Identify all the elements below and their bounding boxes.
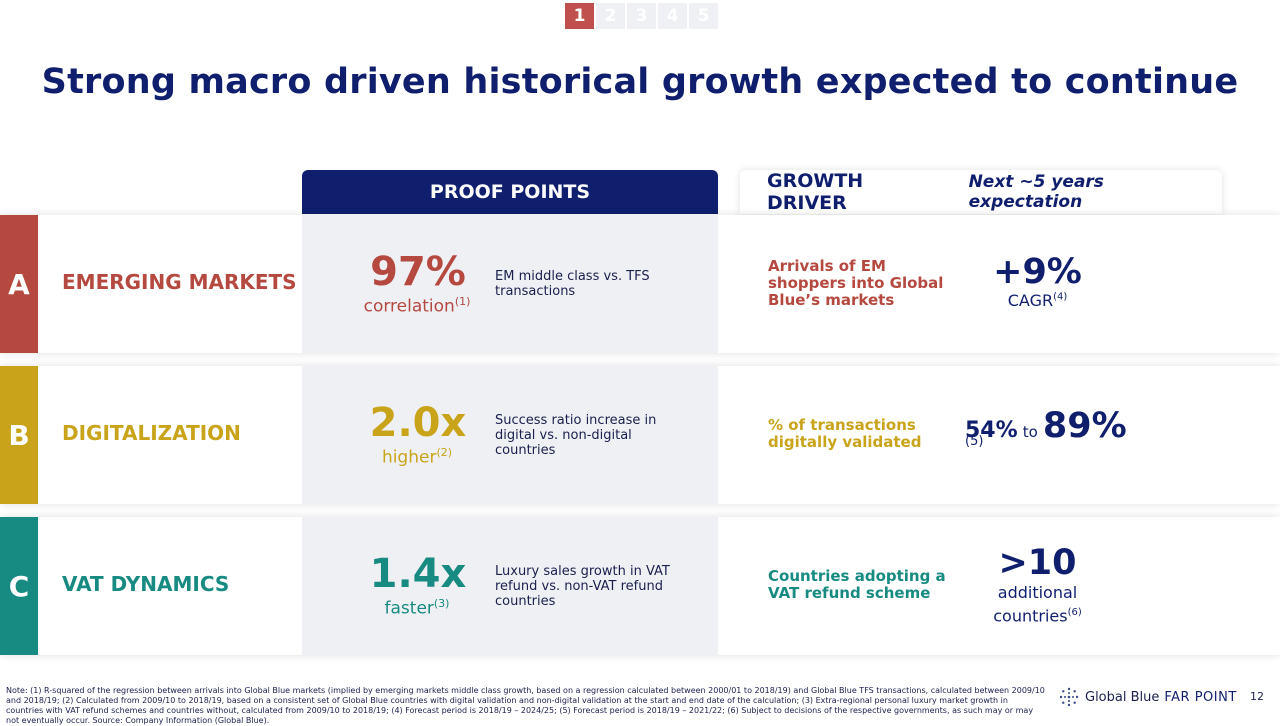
footnote-ref: (2) — [436, 446, 453, 459]
company-logo: Global Blue FAR POINT — [1058, 686, 1237, 708]
proof-description: Luxury sales growth in VAT refund vs. no… — [495, 564, 670, 609]
footnote-ref: (6) — [1067, 607, 1082, 618]
footnote-ref: (3) — [433, 597, 450, 610]
page-tab-1[interactable]: 1 — [565, 3, 594, 29]
footnote-ref: (4) — [1053, 291, 1068, 303]
growth-driver-text: % of transactions digitally validated — [768, 416, 922, 451]
proof-big-number: 2.0x — [369, 400, 467, 446]
proof-sub-label: faster(3) — [342, 597, 492, 619]
expectation-value: 54% to 89% (5) — [965, 406, 1140, 467]
row-letter-b: B — [0, 366, 38, 504]
row-digitalization: B DIGITALIZATION 2.0x higher(2) Success … — [0, 366, 1280, 504]
expectation-sub-text: CAGR — [1007, 291, 1054, 310]
expectation-sub: CAGR(4) — [950, 291, 1125, 310]
category-label: DIGITALIZATION — [62, 421, 241, 445]
page-number: 12 — [1250, 690, 1264, 703]
proof-sub-label: higher(2) — [342, 446, 492, 468]
slide-title: Strong macro driven historical growth ex… — [41, 62, 1239, 102]
expectation-value: +9% CAGR(4) — [950, 253, 1125, 310]
growth-driver-label: GROWTH DRIVER — [767, 170, 864, 214]
next-expectation-label: Next ~5 years expectation — [968, 172, 1104, 212]
footnote-ref: (1) — [454, 295, 471, 308]
proof-sub-text: higher — [381, 447, 437, 468]
proof-box: 1.4x faster(3) Luxury sales growth in VA… — [302, 517, 718, 655]
footnote-text: Note: (1) R-squared of the regression be… — [6, 686, 1045, 725]
page-tab-5[interactable]: 5 — [689, 3, 718, 29]
expectation-big: +9% — [993, 252, 1082, 292]
category-label: VAT DYNAMICS — [62, 572, 230, 596]
proof-box: 97% correlation(1) EM middle class vs. T… — [302, 215, 718, 353]
growth-driver-text: Arrivals of EM shoppers into Global Blue… — [768, 257, 944, 309]
page-tab-2[interactable]: 2 — [596, 3, 625, 29]
proof-description: EM middle class vs. TFS transactions — [495, 269, 650, 299]
page-tab-4[interactable]: 4 — [658, 3, 687, 29]
logo-brand-text: Global Blue — [1085, 689, 1160, 705]
expectation-sub-1: additional — [997, 583, 1078, 602]
globe-logo-icon — [1059, 687, 1079, 707]
row-vat-dynamics: C VAT DYNAMICS 1.4x faster(3) Luxury sal… — [0, 517, 1280, 655]
page-navigator: 1 2 3 4 5 — [565, 3, 718, 29]
growth-driver-header: GROWTH DRIVER Next ~5 years expectation — [740, 170, 1222, 214]
proof-description: Success ratio increase in digital vs. no… — [495, 413, 657, 458]
row-letter-a: A — [0, 215, 38, 353]
proof-points-header: PROOF POINTS — [302, 170, 718, 214]
category-label: EMERGING MARKETS — [62, 270, 297, 294]
page-tab-3[interactable]: 3 — [627, 3, 656, 29]
growth-driver-text: Countries adopting a VAT refund scheme — [768, 567, 946, 602]
expectation-big: >10 — [998, 543, 1077, 583]
proof-big-number: 1.4x — [369, 551, 467, 597]
expectation-from: 54% — [965, 418, 1018, 443]
expectation-value: >10 additional countries(6) — [950, 543, 1125, 626]
expectation-sub-2: countries(6) — [950, 603, 1125, 626]
expectation-to: 89% — [1042, 406, 1127, 446]
row-letter-c: C — [0, 517, 38, 655]
proof-sub-text: correlation — [363, 296, 455, 317]
proof-big-number: 97% — [370, 249, 466, 295]
logo-product-text: FAR POINT — [1164, 689, 1237, 705]
row-emerging-markets: A EMERGING MARKETS 97% correlation(1) EM… — [0, 215, 1280, 353]
proof-sub-label: correlation(1) — [342, 295, 492, 317]
expectation-sub-text: countries — [993, 606, 1068, 626]
expectation-to-word: to — [1022, 423, 1038, 441]
proof-box: 2.0x higher(2) Success ratio increase in… — [302, 366, 718, 504]
footnote-ref: (5) — [965, 434, 984, 449]
proof-sub-text: faster — [384, 598, 434, 619]
